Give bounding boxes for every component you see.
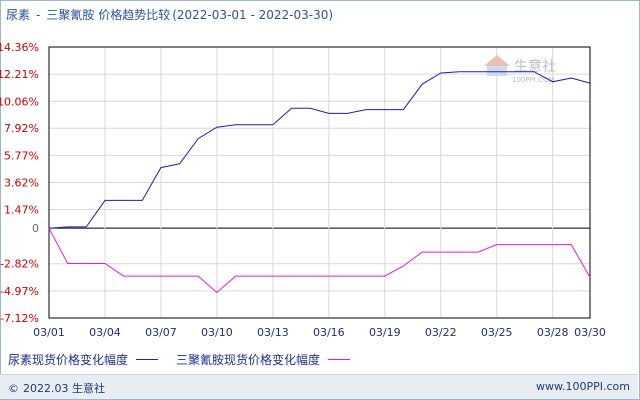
legend-label-series-b: 三聚氰胺现货价格变化幅度 xyxy=(176,353,321,367)
y-tick-label: 12.21% xyxy=(0,68,39,81)
price-comparison-chart: 生意社 100PPI.COM 14.36% 12.21% 10.06% 7.92% 5.… xyxy=(0,41,606,339)
watermark-logo: 生意社 100PPI.COM xyxy=(484,55,556,84)
chart-legend: 尿素现货价格变化幅度 三聚氰胺现货价格变化幅度 xyxy=(8,351,368,368)
axes-layer xyxy=(48,46,591,319)
x-tick-label: 03/25 xyxy=(481,326,513,339)
grid-layer xyxy=(48,46,591,319)
x-tick-label: 03/16 xyxy=(313,326,345,339)
plot-border xyxy=(48,46,591,319)
watermark-house-body xyxy=(487,66,507,76)
title-product-b: 三聚氰胺 xyxy=(46,8,95,22)
y-tick-label: -2.82% xyxy=(0,258,39,271)
y-tick-label: 5.77% xyxy=(4,149,39,162)
y-tick-label: 1.47% xyxy=(4,204,39,217)
y-tick-label: 3.62% xyxy=(4,177,39,190)
series-line-urea xyxy=(48,71,591,229)
x-tick-label: 03/07 xyxy=(145,326,177,339)
watermark-brand: 生意社 xyxy=(514,58,556,75)
y-tick-label: -4.97% xyxy=(0,285,39,298)
y-tick-label: 10.06% xyxy=(0,95,39,108)
footer-left: © 2022.03 生意社 xyxy=(8,380,105,396)
y-tick-label: 7.92% xyxy=(4,122,39,135)
footer-bar: © 2022.03 生意社 www.100PPI.com xyxy=(0,374,638,399)
x-tick-label: 03/10 xyxy=(201,326,233,339)
x-tick-label: 03/04 xyxy=(89,326,121,339)
y-tick-label: 0 xyxy=(32,222,39,235)
title-product-a: 尿素 xyxy=(6,8,31,22)
y-tick-label: -7.12% xyxy=(0,312,39,325)
title-separator: - xyxy=(36,8,41,22)
x-tick-label: 03/28 xyxy=(537,326,569,339)
x-tick-label: 03/22 xyxy=(425,326,457,339)
x-tick-label: 03/30 xyxy=(574,326,606,339)
title-suffix: 价格趋势比较 xyxy=(98,8,171,22)
legend-swatch-series-b xyxy=(328,359,351,360)
copyright-icon: © xyxy=(8,382,19,395)
y-tick-label: 14.36% xyxy=(0,41,39,54)
x-tick-label: 03/19 xyxy=(369,326,401,339)
legend-label-series-a: 尿素现货价格变化幅度 xyxy=(8,353,129,367)
title-period: (2022-03-01 - 2022-03-30) xyxy=(172,8,334,22)
series-line-melamine xyxy=(48,227,591,294)
footer-website-link[interactable]: www.100PPI.com xyxy=(536,380,630,393)
x-tick-label: 03/01 xyxy=(33,326,65,339)
watermark-house-icon xyxy=(484,55,510,66)
watermark-site: 100PPI.COM xyxy=(512,76,555,84)
legend-swatch-series-a xyxy=(136,359,159,360)
labels-layer: 14.36% 12.21% 10.06% 7.92% 5.77% 3.62% 1.47% 0 -… xyxy=(0,41,606,339)
footer-date-brand: 2022.03 生意社 xyxy=(23,382,105,395)
x-tick-label: 03/13 xyxy=(257,326,289,339)
chart-title: 尿素 - 三聚氰胺 价格趋势比较 (2022-03-01 - 2022-03-30) xyxy=(6,6,333,23)
series-layer xyxy=(48,71,591,294)
